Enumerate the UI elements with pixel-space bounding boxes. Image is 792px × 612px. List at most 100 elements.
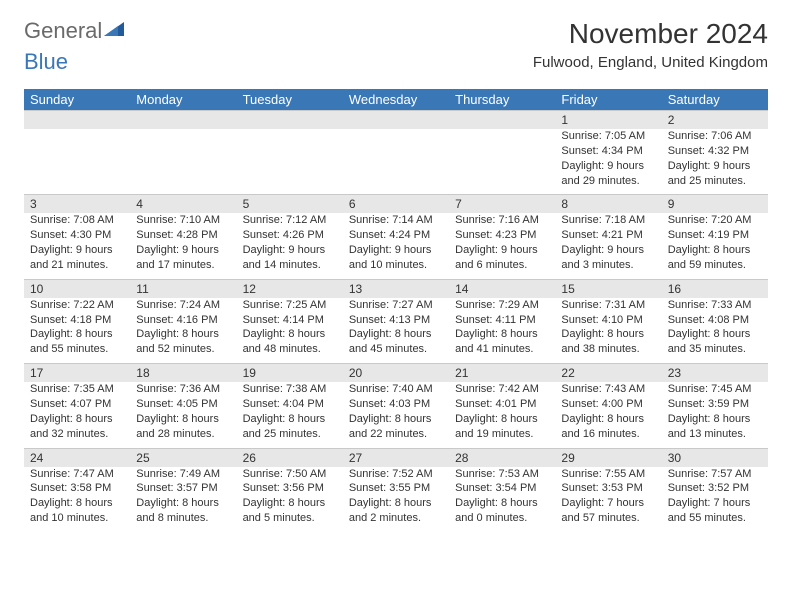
day-number-cell: 3 [24, 195, 130, 214]
day-number-cell: 2 [662, 111, 768, 130]
day-number-cell: 11 [130, 279, 236, 298]
day-number-cell: 6 [343, 195, 449, 214]
day-number-cell: 14 [449, 279, 555, 298]
sunset-line: Sunset: 3:54 PM [455, 481, 549, 496]
day-number-cell: 17 [24, 364, 130, 383]
day-cell: Sunrise: 7:55 AMSunset: 3:53 PMDaylight:… [555, 467, 661, 532]
logo-word1: General [24, 18, 102, 44]
day-number-cell: 30 [662, 448, 768, 467]
dow-header: Thursday [449, 89, 555, 111]
sunset-line: Sunset: 4:24 PM [349, 228, 443, 243]
empty-cell [449, 129, 555, 195]
sunrise-line: Sunrise: 7:52 AM [349, 467, 443, 482]
day-cell: Sunrise: 7:18 AMSunset: 4:21 PMDaylight:… [555, 213, 661, 279]
sunset-line: Sunset: 3:57 PM [136, 481, 230, 496]
day-cell: Sunrise: 7:14 AMSunset: 4:24 PMDaylight:… [343, 213, 449, 279]
sunset-line: Sunset: 4:01 PM [455, 397, 549, 412]
sunrise-line: Sunrise: 7:20 AM [668, 213, 762, 228]
day-cell: Sunrise: 7:43 AMSunset: 4:00 PMDaylight:… [555, 382, 661, 448]
day-cell: Sunrise: 7:10 AMSunset: 4:28 PMDaylight:… [130, 213, 236, 279]
day-cell: Sunrise: 7:35 AMSunset: 4:07 PMDaylight:… [24, 382, 130, 448]
week-number-row: 17181920212223 [24, 364, 768, 383]
sunrise-line: Sunrise: 7:50 AM [243, 467, 337, 482]
logo-triangle-icon [104, 20, 126, 43]
sunset-line: Sunset: 4:34 PM [561, 144, 655, 159]
empty-cell [130, 111, 236, 130]
sunrise-line: Sunrise: 7:25 AM [243, 298, 337, 313]
month-title: November 2024 [533, 18, 768, 50]
sunset-line: Sunset: 4:26 PM [243, 228, 337, 243]
day-cell: Sunrise: 7:08 AMSunset: 4:30 PMDaylight:… [24, 213, 130, 279]
sunset-line: Sunset: 3:55 PM [349, 481, 443, 496]
day-number-cell: 21 [449, 364, 555, 383]
daylight-line: Daylight: 9 hours and 3 minutes. [561, 243, 655, 273]
dow-header: Monday [130, 89, 236, 111]
daylight-line: Daylight: 9 hours and 14 minutes. [243, 243, 337, 273]
day-cell: Sunrise: 7:52 AMSunset: 3:55 PMDaylight:… [343, 467, 449, 532]
day-cell: Sunrise: 7:45 AMSunset: 3:59 PMDaylight:… [662, 382, 768, 448]
sunrise-line: Sunrise: 7:38 AM [243, 382, 337, 397]
sunset-line: Sunset: 4:07 PM [30, 397, 124, 412]
day-number-cell: 4 [130, 195, 236, 214]
empty-cell [24, 111, 130, 130]
daylight-line: Daylight: 9 hours and 6 minutes. [455, 243, 549, 273]
day-number-cell: 9 [662, 195, 768, 214]
week-number-row: 24252627282930 [24, 448, 768, 467]
sunrise-line: Sunrise: 7:08 AM [30, 213, 124, 228]
day-number-cell: 12 [237, 279, 343, 298]
day-cell: Sunrise: 7:12 AMSunset: 4:26 PMDaylight:… [237, 213, 343, 279]
sunset-line: Sunset: 4:30 PM [30, 228, 124, 243]
sunrise-line: Sunrise: 7:36 AM [136, 382, 230, 397]
daylight-line: Daylight: 8 hours and 45 minutes. [349, 327, 443, 357]
sunset-line: Sunset: 4:10 PM [561, 313, 655, 328]
sunrise-line: Sunrise: 7:10 AM [136, 213, 230, 228]
empty-cell [237, 111, 343, 130]
day-number-cell: 5 [237, 195, 343, 214]
sunrise-line: Sunrise: 7:27 AM [349, 298, 443, 313]
daylight-line: Daylight: 8 hours and 28 minutes. [136, 412, 230, 442]
sunrise-line: Sunrise: 7:14 AM [349, 213, 443, 228]
week-content-row: Sunrise: 7:08 AMSunset: 4:30 PM Daylight:… [24, 213, 768, 279]
day-cell: Sunrise: 7:40 AMSunset: 4:03 PMDaylight:… [343, 382, 449, 448]
day-number-cell: 26 [237, 448, 343, 467]
sunset-line: Sunset: 4:28 PM [136, 228, 230, 243]
sunrise-line: Sunrise: 7:22 AM [30, 298, 124, 313]
day-cell: Sunrise: 7:49 AMSunset: 3:57 PMDaylight:… [130, 467, 236, 532]
sunset-line: Sunset: 4:14 PM [243, 313, 337, 328]
day-cell: Sunrise: 7:57 AMSunset: 3:52 PMDaylight:… [662, 467, 768, 532]
sunset-line: Sunset: 4:05 PM [136, 397, 230, 412]
day-cell: Sunrise: 7:33 AMSunset: 4:08 PMDaylight:… [662, 298, 768, 364]
week-content-row: Sunrise: 7:05 AMSunset: 4:34 PMDaylight:… [24, 129, 768, 195]
sunset-line: Sunset: 4:18 PM [30, 313, 124, 328]
logo-word2: Blue [24, 49, 68, 74]
day-cell: Sunrise: 7:20 AMSunset: 4:19 PMDaylight:… [662, 213, 768, 279]
day-cell: Sunrise: 7:25 AMSunset: 4:14 PMDaylight:… [237, 298, 343, 364]
sunrise-line: Sunrise: 7:47 AM [30, 467, 124, 482]
daylight-line: Daylight: 8 hours and 13 minutes. [668, 412, 762, 442]
sunset-line: Sunset: 3:56 PM [243, 481, 337, 496]
empty-cell [343, 111, 449, 130]
week-content-row: Sunrise: 7:47 AMSunset: 3:58 PMDaylight:… [24, 467, 768, 532]
daylight-line: Daylight: 8 hours and 52 minutes. [136, 327, 230, 357]
sunset-line: Sunset: 4:11 PM [455, 313, 549, 328]
dow-header: Wednesday [343, 89, 449, 111]
daylight-line: Daylight: 8 hours and 48 minutes. [243, 327, 337, 357]
day-cell: Sunrise: 7:53 AMSunset: 3:54 PMDaylight:… [449, 467, 555, 532]
daylight-line: Daylight: 8 hours and 8 minutes. [136, 496, 230, 526]
sunset-line: Sunset: 4:19 PM [668, 228, 762, 243]
day-cell: Sunrise: 7:42 AMSunset: 4:01 PMDaylight:… [449, 382, 555, 448]
logo: General [24, 18, 128, 44]
day-number-cell: 20 [343, 364, 449, 383]
sunrise-line: Sunrise: 7:18 AM [561, 213, 655, 228]
day-number-cell: 16 [662, 279, 768, 298]
daylight-line: Daylight: 8 hours and 38 minutes. [561, 327, 655, 357]
daylight-line: Daylight: 8 hours and 55 minutes. [30, 327, 124, 357]
day-cell: Sunrise: 7:50 AMSunset: 3:56 PMDaylight:… [237, 467, 343, 532]
daylight-line: Daylight: 9 hours and 29 minutes. [561, 159, 655, 189]
sunrise-line: Sunrise: 7:55 AM [561, 467, 655, 482]
day-number-cell: 15 [555, 279, 661, 298]
daylight-line: Daylight: 9 hours and 17 minutes. [136, 243, 230, 273]
daylight-line: Daylight: 8 hours and 19 minutes. [455, 412, 549, 442]
days-of-week-row: SundayMondayTuesdayWednesdayThursdayFrid… [24, 89, 768, 111]
sunset-line: Sunset: 4:04 PM [243, 397, 337, 412]
